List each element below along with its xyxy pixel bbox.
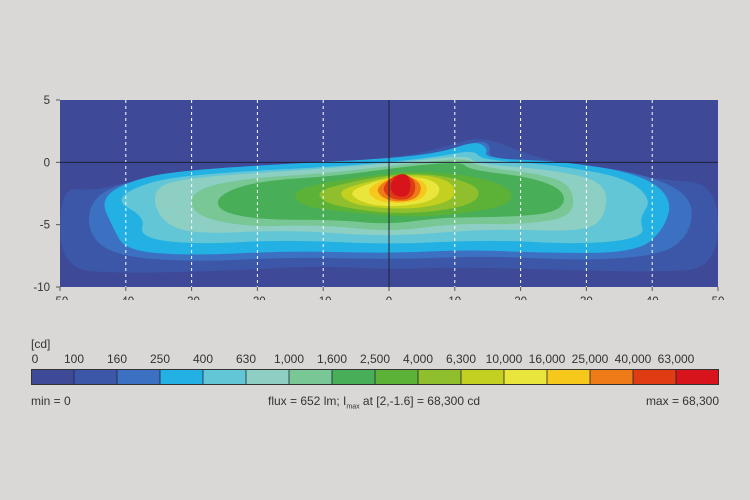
scale-unit-label: [cd]	[31, 337, 51, 351]
colorbar-segment	[633, 369, 677, 385]
axis-tick-layer: -50-40-30-20-100102030405050-5-10	[33, 95, 724, 300]
colorbar-segment	[289, 369, 333, 385]
grid-layer	[60, 100, 718, 287]
colorbar-segment	[504, 369, 548, 385]
y-tick-label: 5	[44, 95, 50, 107]
flux-sub: max	[346, 403, 360, 411]
scale-label: 63,000	[657, 352, 695, 366]
scale-label: 1,600	[316, 352, 348, 366]
flux-suffix: at [2,-1.6] = 68,300 cd	[359, 394, 481, 408]
colorbar-border	[31, 369, 719, 385]
colorbar-segment	[676, 369, 719, 385]
scale-label: 2,500	[359, 352, 391, 366]
colorbar-segment	[117, 369, 161, 385]
scale-label: 4,000	[402, 352, 434, 366]
contour-63000	[390, 174, 411, 197]
y-tick-label: -10	[33, 282, 50, 294]
x-tick-label: 10	[448, 296, 461, 300]
colorbar-segment	[375, 369, 419, 385]
scale-label: 10,000	[485, 352, 523, 366]
x-tick-label: 30	[580, 296, 593, 300]
colorbar-segment	[203, 369, 247, 385]
min-label: min = 0	[31, 394, 71, 408]
x-tick-label: 50	[712, 296, 725, 300]
x-tick-label: -50	[52, 296, 69, 300]
scale-label: 40,000	[614, 352, 652, 366]
colorbar-segment	[461, 369, 505, 385]
colorbar	[31, 369, 719, 385]
heatmap-chart: -50-40-30-20-100102030405050-5-10	[33, 95, 724, 300]
flux-label: flux = 652 lm; Imax at [2,-1.6] = 68,300…	[268, 394, 480, 410]
colorbar-segment	[418, 369, 462, 385]
x-tick-label: -40	[117, 296, 134, 300]
y-tick-label: -5	[40, 220, 50, 232]
x-tick-label: 40	[646, 296, 659, 300]
contour-layer	[60, 100, 718, 287]
scale-label: 25,000	[571, 352, 609, 366]
colorbar-segment	[246, 369, 290, 385]
colorbar-segment	[160, 369, 204, 385]
scale-labels: 0 100 160 250 400 630 1,000 1,600 2,500 4,000 6,30…	[0, 352, 750, 368]
scale-label: 400	[192, 352, 214, 366]
x-tick-label: -30	[183, 296, 200, 300]
max-label: max = 68,300	[645, 394, 719, 408]
y-tick-label: 0	[44, 157, 50, 169]
x-tick-label: -20	[249, 296, 266, 300]
colorbar-segment	[590, 369, 634, 385]
x-tick-label: 0	[386, 296, 392, 300]
scale-label: 0	[31, 352, 39, 366]
x-tick-label: -10	[315, 296, 332, 300]
colorbar-segment	[547, 369, 591, 385]
scale-label: 1,000	[273, 352, 305, 366]
scale-label: 630	[235, 352, 257, 366]
colorbar-segment	[31, 369, 75, 385]
scale-label: 100	[63, 352, 85, 366]
scale-label: 6,300	[445, 352, 477, 366]
x-tick-label: 20	[514, 296, 527, 300]
flux-prefix: flux = 652 lm; I	[267, 394, 347, 408]
scale-label: 160	[106, 352, 128, 366]
scale-label: 250	[149, 352, 171, 366]
colorbar-segment	[332, 369, 376, 385]
scale-label: 16,000	[528, 352, 566, 366]
colorbar-segment	[74, 369, 118, 385]
